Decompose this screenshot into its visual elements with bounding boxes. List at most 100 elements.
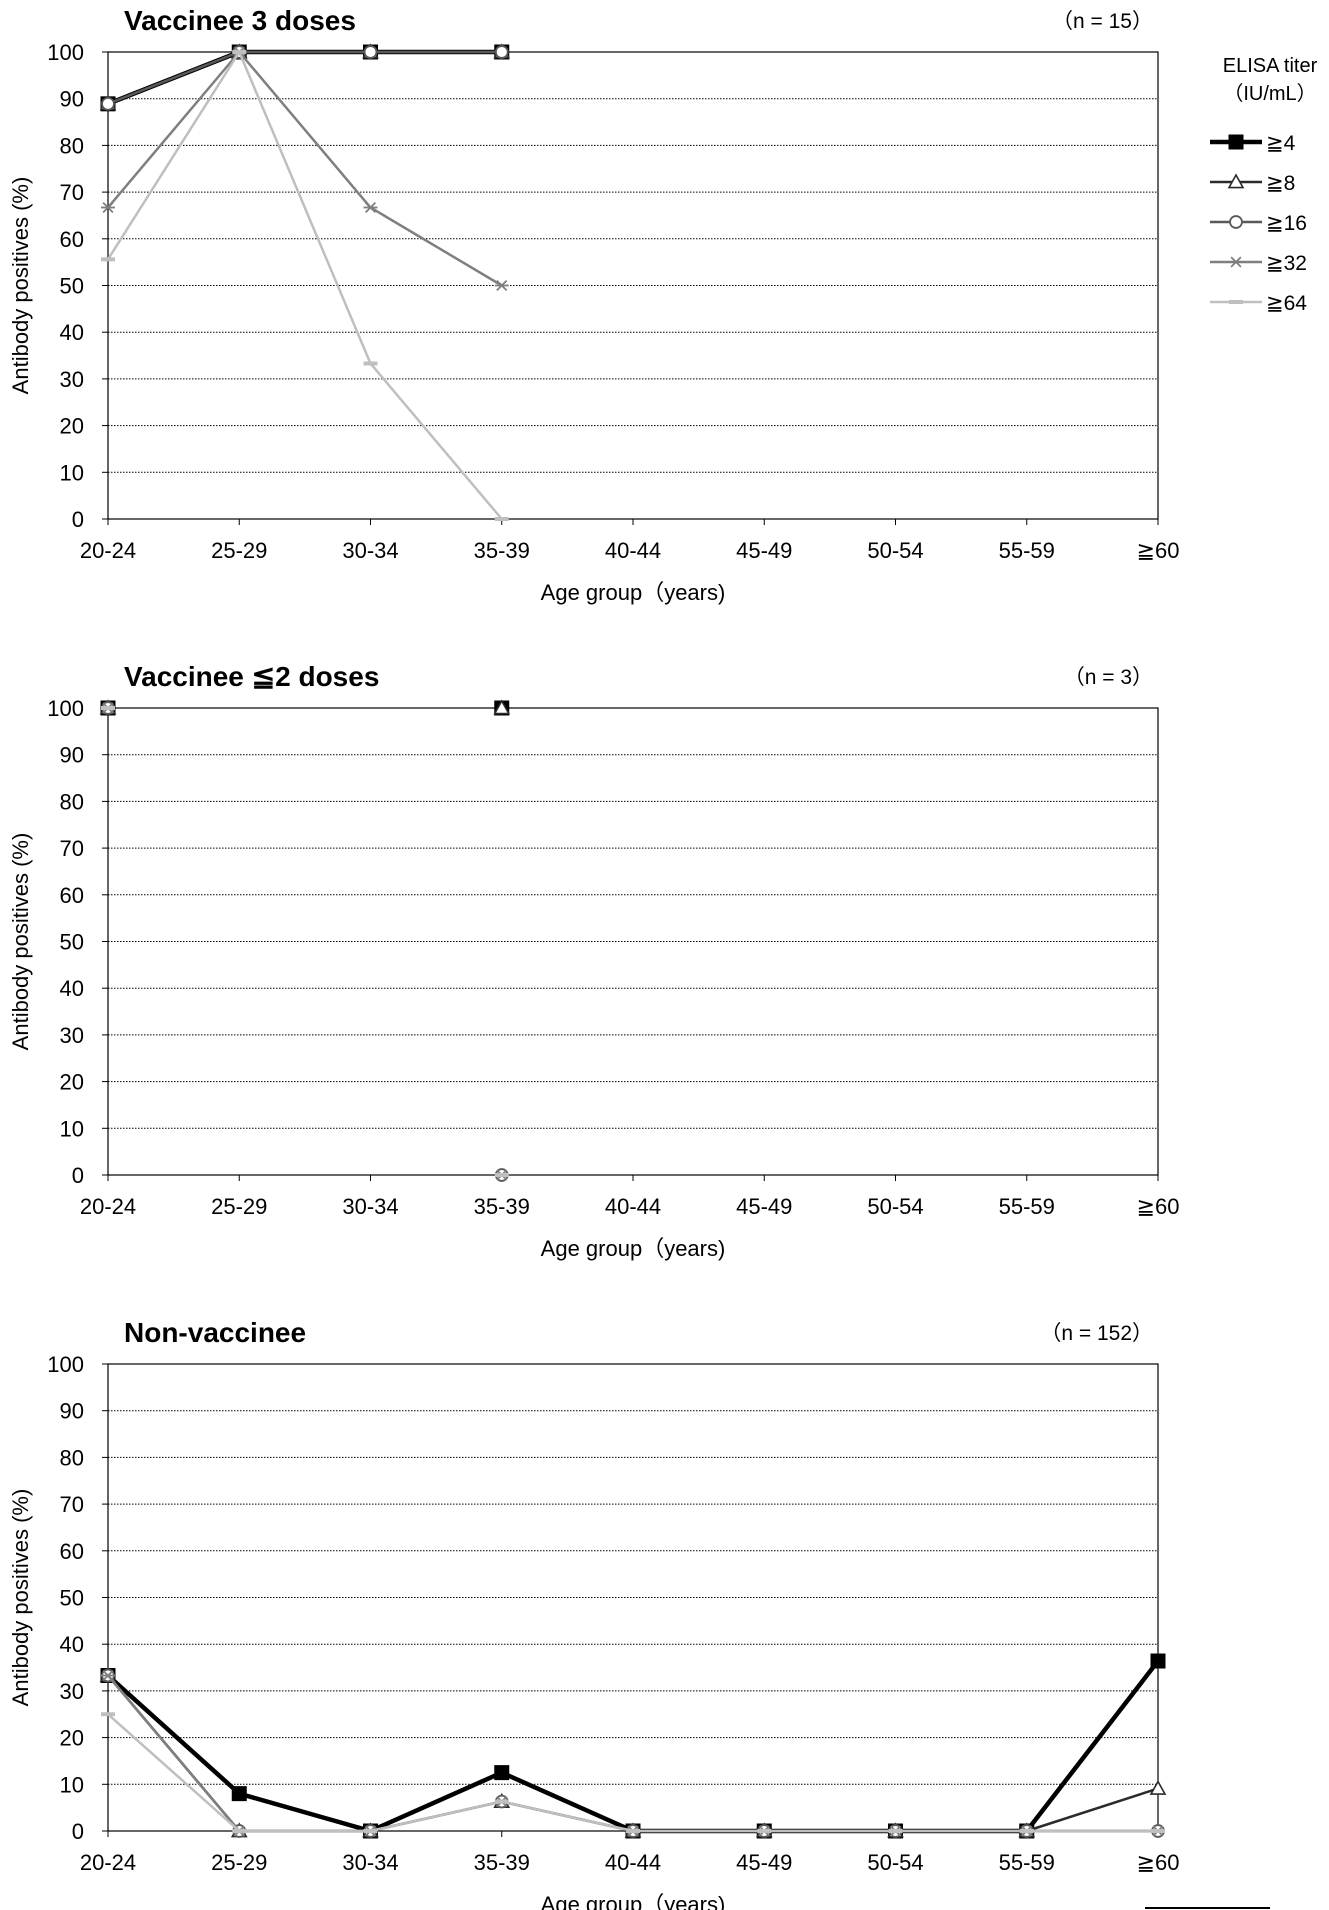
y-tick-label: 90 xyxy=(60,1399,84,1424)
data-point xyxy=(1151,1829,1165,1833)
x-tick-label: ≧60 xyxy=(1137,538,1180,563)
legend-swatch-marker xyxy=(1229,215,1243,229)
x-tick-label: 50-54 xyxy=(867,1850,923,1875)
y-tick-label: 100 xyxy=(47,696,84,721)
data-point xyxy=(494,45,509,59)
chart-title: Non-vaccinee xyxy=(124,1317,306,1348)
data-point xyxy=(1149,1779,1167,1795)
series-2 xyxy=(99,699,511,715)
series-line xyxy=(107,1674,1158,1833)
x-tick-label: 20-24 xyxy=(80,1850,136,1875)
y-tick-label: 30 xyxy=(60,1023,84,1048)
data-point xyxy=(231,1786,247,1802)
data-point xyxy=(494,1173,509,1177)
x-tick-label: 20-24 xyxy=(80,538,136,563)
y-axis-label: Antibody positives (%) xyxy=(8,177,33,395)
sample-size-label: （n = 152） xyxy=(1040,1322,1153,1345)
y-tick-label: 10 xyxy=(60,1772,84,1797)
x-tick-label: ≧60 xyxy=(1137,1850,1180,1875)
data-point xyxy=(232,1829,247,1833)
legend-title: ELISA titer xyxy=(1223,55,1318,77)
legend-label: ≧32 xyxy=(1266,252,1307,275)
data-point xyxy=(363,45,378,59)
data-point xyxy=(493,699,511,715)
x-tick-label: 40-44 xyxy=(605,1194,661,1219)
x-tick-label: 45-49 xyxy=(736,538,792,563)
series-3 xyxy=(101,45,509,111)
legend-subtitle: （IU/mL） xyxy=(1223,82,1316,105)
y-tick-label: 100 xyxy=(47,1352,84,1377)
y-tick-label: 70 xyxy=(60,1492,84,1517)
legend: ELISA titer （IU/mL） ≧4 ≧8 ≧16 ≧32 ≧64 xyxy=(1210,55,1318,315)
y-tick-label: 0 xyxy=(72,1819,84,1844)
data-point xyxy=(101,1669,115,1682)
data-point xyxy=(101,257,115,262)
legend-items: ≧4 ≧8 ≧16 ≧32 ≧64 xyxy=(1210,132,1307,315)
y-axis-label: Antibody positives (%) xyxy=(8,1489,33,1707)
series-line xyxy=(107,50,502,105)
y-tick-label: 80 xyxy=(60,789,84,814)
legend-item-1: ≧4 xyxy=(1210,132,1296,155)
x-tick-label: 45-49 xyxy=(736,1850,792,1875)
y-tick-label: 40 xyxy=(60,320,84,345)
legend-label: ≧4 xyxy=(1266,132,1296,155)
y-tick-label: 50 xyxy=(60,274,84,299)
x-axis-label: Age group（years) xyxy=(541,1236,726,1261)
data-point xyxy=(888,1829,903,1833)
series-line xyxy=(106,50,503,520)
series-1 xyxy=(100,1653,1166,1839)
data-point xyxy=(494,1765,510,1781)
y-tick-label: 30 xyxy=(60,367,84,392)
y-tick-label: 40 xyxy=(60,976,84,1001)
chart-title: Vaccinee 3 doses xyxy=(124,5,356,36)
series-1 xyxy=(100,44,510,112)
y-tick-label: 40 xyxy=(60,1632,84,1657)
y-tick-label: 30 xyxy=(60,1679,84,1704)
series-line xyxy=(107,1713,1158,1833)
x-tick-label: 30-34 xyxy=(342,538,398,563)
data-point xyxy=(101,706,115,710)
series-5 xyxy=(101,706,509,1177)
y-tick-label: 60 xyxy=(60,883,84,908)
x-tick-label: ≧60 xyxy=(1137,1194,1180,1219)
y-tick-label: 60 xyxy=(60,1539,84,1564)
data-point xyxy=(494,517,509,521)
y-tick-label: 20 xyxy=(60,1070,84,1095)
data-point xyxy=(626,1829,640,1833)
data-point xyxy=(494,279,509,292)
legend-label: ≧64 xyxy=(1266,292,1307,315)
data-point xyxy=(101,201,115,214)
chart-title: Vaccinee ≦2 doses xyxy=(124,661,379,692)
y-tick-label: 20 xyxy=(60,414,84,439)
data-point xyxy=(232,50,247,54)
chart-panel-2: 0 10 20 30 40 50 60 70 80 90 100 20-24 25-29 30-34 35-… xyxy=(8,661,1179,1261)
data-point xyxy=(101,96,115,111)
x-tick-label: 40-44 xyxy=(605,538,661,563)
series-4 xyxy=(101,1669,1165,1837)
x-tick-label: 30-34 xyxy=(342,1194,398,1219)
series-line xyxy=(106,1659,1160,1834)
y-tick-label: 50 xyxy=(60,930,84,955)
series-4 xyxy=(101,46,509,292)
y-tick-label: 20 xyxy=(60,1726,84,1751)
data-point xyxy=(1019,1829,1034,1833)
chart-panel-3: 0 10 20 30 40 50 60 70 80 90 100 20-24 25-29 30-34 35-… xyxy=(8,1317,1179,1910)
series-line xyxy=(107,1674,1159,1833)
y-tick-label: 10 xyxy=(60,460,84,485)
y-tick-label: 80 xyxy=(60,1445,84,1470)
data-point xyxy=(363,361,378,366)
x-tick-label: 25-29 xyxy=(211,1194,267,1219)
data-point xyxy=(363,1829,378,1833)
y-tick-label: 70 xyxy=(60,836,84,861)
x-tick-label: 55-59 xyxy=(999,538,1055,563)
series-5 xyxy=(101,1712,1165,1833)
y-tick-label: 90 xyxy=(60,87,84,112)
x-axis-label: Age group（years) xyxy=(541,1892,726,1910)
data-point xyxy=(494,1799,509,1804)
y-tick-label: 50 xyxy=(60,1586,84,1611)
sample-size-label: （n = 3） xyxy=(1064,666,1153,689)
series-2 xyxy=(99,43,511,111)
series-5 xyxy=(101,50,509,521)
sample-size-label: （n = 15） xyxy=(1052,10,1153,33)
series-line xyxy=(107,50,502,105)
